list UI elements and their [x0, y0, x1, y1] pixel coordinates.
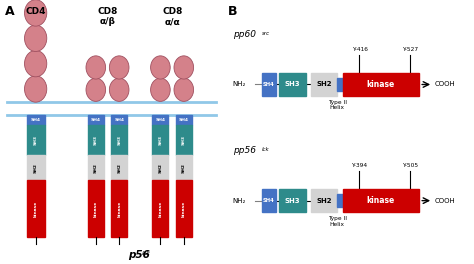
Bar	[152, 155, 168, 180]
Text: SH4: SH4	[155, 118, 165, 122]
Bar	[262, 190, 275, 212]
Text: kinase: kinase	[117, 201, 121, 217]
Text: SH4: SH4	[91, 118, 101, 122]
Bar	[111, 115, 127, 125]
Text: pp56: pp56	[233, 146, 256, 155]
Circle shape	[151, 56, 170, 79]
Text: lck: lck	[262, 148, 269, 153]
Text: kinase: kinase	[182, 201, 186, 217]
Text: COOH: COOH	[435, 82, 456, 87]
Bar	[111, 180, 127, 237]
Circle shape	[109, 78, 129, 101]
Bar	[111, 155, 127, 180]
Bar	[176, 125, 192, 155]
Text: SH3: SH3	[117, 135, 121, 145]
Bar	[176, 180, 192, 237]
Circle shape	[25, 76, 47, 102]
Text: Y-527: Y-527	[402, 47, 418, 52]
Bar	[311, 73, 337, 96]
Text: SH4: SH4	[263, 82, 274, 87]
Bar	[152, 125, 168, 155]
Circle shape	[25, 0, 47, 26]
Text: Type II
Helix: Type II Helix	[328, 216, 346, 227]
Bar	[176, 155, 192, 180]
Bar	[88, 180, 104, 237]
Text: SH3: SH3	[34, 135, 37, 145]
Text: SH2: SH2	[117, 163, 121, 173]
Text: CD4: CD4	[26, 7, 46, 16]
Text: p56: p56	[128, 250, 150, 260]
Bar	[343, 190, 419, 212]
Text: kinase: kinase	[94, 201, 98, 217]
Bar	[279, 73, 306, 96]
Text: A: A	[4, 5, 14, 18]
Text: SH4: SH4	[179, 118, 189, 122]
Bar	[88, 125, 104, 155]
Text: SH2: SH2	[34, 163, 37, 173]
Bar	[27, 115, 45, 125]
Text: SH2: SH2	[94, 163, 98, 173]
Circle shape	[86, 56, 106, 79]
Circle shape	[174, 78, 193, 101]
Bar	[337, 194, 343, 208]
Text: Y-394: Y-394	[351, 163, 367, 168]
Text: SH2: SH2	[316, 82, 332, 87]
Circle shape	[151, 78, 170, 101]
Bar	[343, 73, 419, 96]
Bar	[27, 155, 45, 180]
Bar	[27, 180, 45, 237]
Text: SH4: SH4	[114, 118, 124, 122]
Text: SH3: SH3	[94, 135, 98, 145]
Text: NH₂: NH₂	[233, 198, 246, 204]
Text: kinase: kinase	[367, 196, 395, 205]
Text: SH3: SH3	[158, 135, 163, 145]
Text: lck: lck	[142, 251, 151, 256]
Bar	[88, 155, 104, 180]
Circle shape	[86, 78, 106, 101]
Text: Y-416: Y-416	[352, 47, 367, 52]
Text: SH4: SH4	[31, 118, 41, 122]
Text: COOH: COOH	[435, 198, 456, 204]
Text: CD8
α/β: CD8 α/β	[98, 7, 118, 26]
Text: pp60: pp60	[233, 30, 256, 39]
Circle shape	[25, 50, 47, 77]
Text: src: src	[262, 31, 270, 36]
Bar	[311, 190, 337, 212]
Text: CD8
α/α: CD8 α/α	[162, 7, 182, 26]
Text: SH4: SH4	[263, 198, 274, 203]
Bar	[279, 190, 306, 212]
Bar	[152, 115, 168, 125]
Bar	[176, 115, 192, 125]
Text: NH₂: NH₂	[233, 82, 246, 87]
Text: Y-505: Y-505	[402, 163, 418, 168]
Text: kinase: kinase	[367, 80, 395, 89]
Text: SH3: SH3	[285, 198, 301, 204]
Text: kinase: kinase	[158, 201, 163, 217]
Text: SH3: SH3	[285, 82, 301, 87]
Text: SH2: SH2	[316, 198, 332, 204]
Bar	[337, 78, 343, 91]
Bar	[262, 73, 275, 96]
Bar	[27, 125, 45, 155]
Bar	[111, 125, 127, 155]
Text: SH3: SH3	[182, 135, 186, 145]
Circle shape	[25, 25, 47, 51]
Text: B: B	[228, 5, 237, 18]
Bar	[88, 115, 104, 125]
Circle shape	[174, 56, 193, 79]
Bar	[152, 180, 168, 237]
Text: SH2: SH2	[158, 163, 163, 173]
Circle shape	[109, 56, 129, 79]
Text: Type II
Helix: Type II Helix	[328, 100, 346, 110]
Text: SH2: SH2	[182, 163, 186, 173]
Text: kinase: kinase	[34, 201, 37, 217]
